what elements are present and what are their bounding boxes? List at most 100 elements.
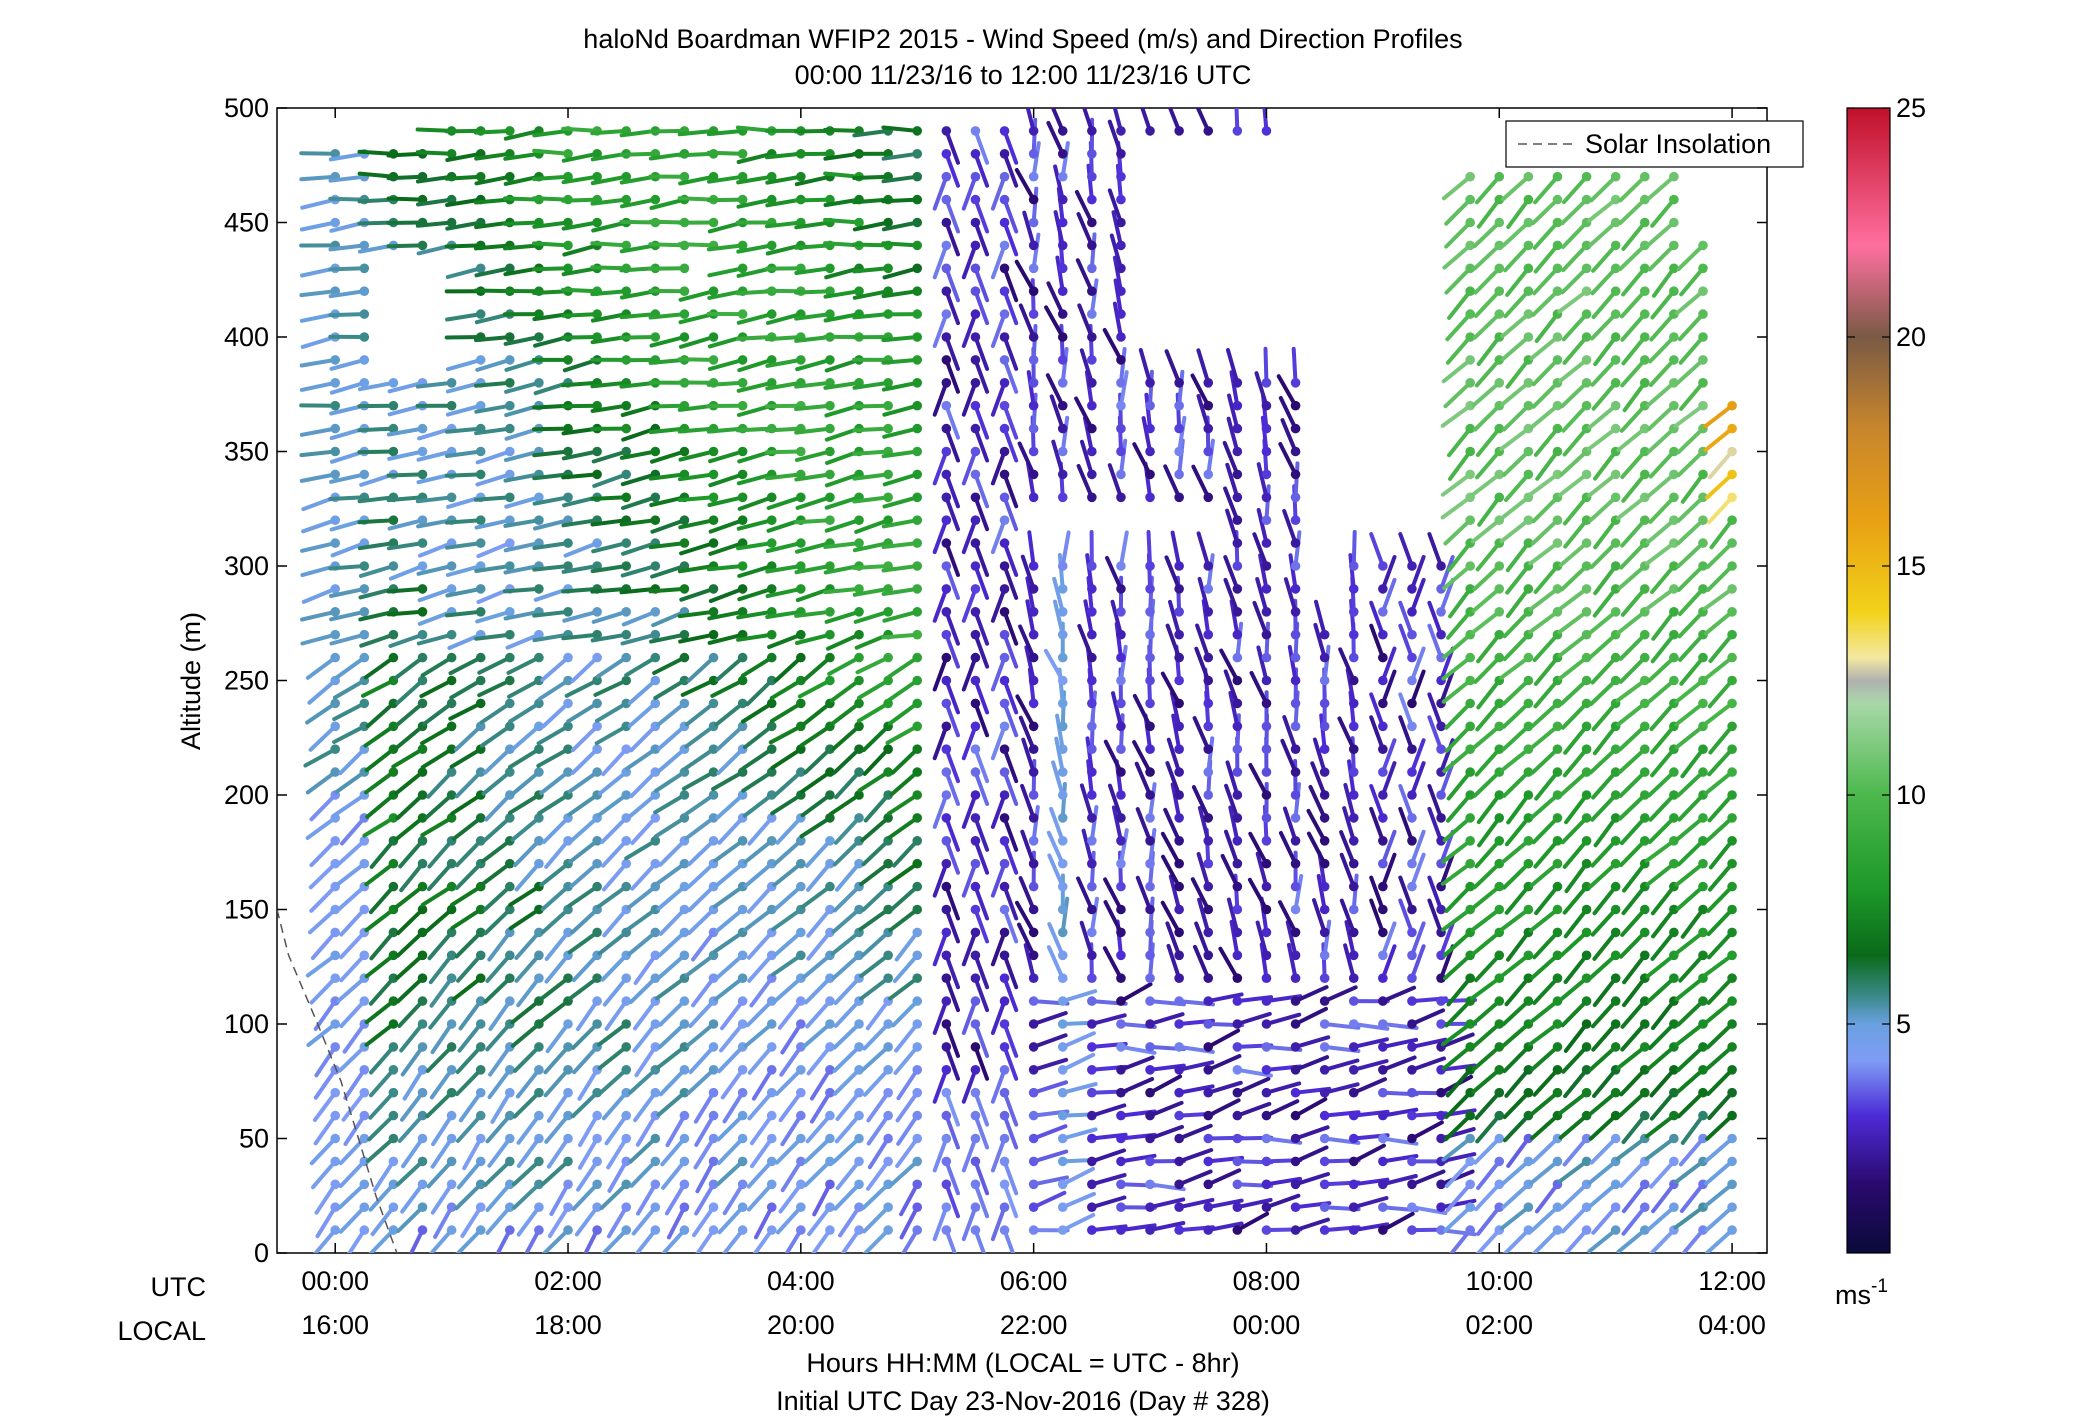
wind-barb-dot	[1174, 584, 1184, 594]
wind-barb-dot	[1407, 858, 1417, 869]
wind-barb-stem	[1561, 403, 1589, 433]
wind-barb-stem	[450, 793, 483, 816]
wind-barb-stem	[1560, 266, 1589, 295]
wind-barb-stem	[485, 1205, 512, 1235]
wind-barb-dot	[708, 1065, 719, 1075]
wind-barb-stem	[1002, 541, 1019, 577]
wind-barb-dot	[825, 629, 835, 640]
wind-barb-stem	[1369, 898, 1385, 935]
wind-barb-dot	[912, 1065, 923, 1075]
wind-barb-stem	[1351, 1143, 1386, 1164]
wind-barb-dot	[999, 721, 1010, 732]
wind-barb-stem	[398, 838, 425, 869]
wind-barb-dot	[1523, 675, 1534, 686]
wind-barb-dot	[941, 675, 952, 686]
wind-barb-dot	[912, 1087, 923, 1098]
wind-barb-dot	[1290, 973, 1301, 983]
wind-barb-dot	[1610, 1179, 1621, 1190]
wind-barb-stem	[1590, 999, 1618, 1029]
wind-barb-stem	[894, 1022, 920, 1053]
wind-barb-stem	[542, 815, 571, 844]
wind-barb-stem	[396, 1205, 425, 1233]
wind-barb-stem	[490, 1090, 512, 1124]
wind-barb-dot	[825, 515, 835, 525]
wind-barb-stem	[1620, 999, 1647, 1029]
wind-barb-stem	[1339, 830, 1356, 866]
wind-barb-dot	[766, 538, 777, 548]
wind-barb-dot	[1465, 561, 1475, 571]
wind-barb-stem	[1023, 943, 1036, 981]
wind-barb-dot	[1494, 1087, 1505, 1098]
wind-barb-stem	[590, 403, 629, 413]
wind-barb-stem	[624, 655, 658, 678]
wind-barb-dot	[970, 858, 981, 869]
wind-barb-dot	[359, 1110, 370, 1121]
wind-barb-dot	[475, 1133, 486, 1144]
wind-barb-dot	[1087, 217, 1097, 228]
wind-barb-dot	[1581, 309, 1592, 319]
wind-barb-dot	[912, 790, 923, 800]
wind-barb-dot	[1523, 538, 1534, 548]
wind-barb-dot	[446, 721, 457, 732]
wind-barb-stem	[1558, 1113, 1589, 1140]
wind-barb-dot	[1465, 171, 1475, 182]
wind-barb-dot	[417, 240, 428, 251]
wind-barb-stem	[1060, 782, 1067, 820]
wind-barb-dot	[1610, 836, 1621, 846]
wind-barb-dot	[941, 1065, 952, 1075]
wind-barb-stem	[1160, 671, 1182, 706]
wind-barb-dot	[999, 767, 1010, 777]
wind-barb-dot	[1348, 607, 1359, 617]
wind-barb-stem	[299, 220, 338, 232]
wind-barb-stem	[1644, 1113, 1676, 1139]
wind-barb-dot	[1290, 767, 1301, 777]
wind-barb-stem	[653, 815, 687, 839]
wind-barb-stem	[1278, 900, 1298, 935]
wind-barb-dot	[970, 836, 981, 846]
wind-barb-dot	[766, 950, 777, 961]
wind-barb-dot	[1610, 927, 1621, 938]
wind-barb-stem	[1171, 713, 1182, 752]
wind-barb-dot	[1494, 263, 1505, 274]
wind-barb-dot	[1116, 126, 1126, 136]
wind-barb-dot	[1669, 1065, 1679, 1075]
wind-barb-dot	[970, 652, 981, 663]
wind-barb-dot	[505, 1133, 515, 1144]
wind-barb-dot	[505, 675, 515, 686]
wind-barb-stem	[536, 724, 571, 746]
wind-barb-dot	[505, 378, 515, 388]
wind-barb-stem	[590, 495, 629, 501]
wind-barb-dot	[708, 1133, 719, 1144]
wind-barb-stem	[680, 678, 716, 697]
wind-barb-stem	[1380, 669, 1397, 706]
wind-barb-stem	[512, 1090, 541, 1119]
wind-barb-dot	[1028, 767, 1039, 777]
wind-barb-dot	[1581, 721, 1592, 732]
wind-barb-dot	[1581, 950, 1592, 961]
wind-barb-stem	[1264, 1081, 1302, 1095]
wind-barb-dot	[388, 446, 399, 457]
wind-barb-dot	[1028, 309, 1039, 319]
wind-barb-stem	[1501, 724, 1531, 752]
y-tick-label: 200	[224, 780, 269, 810]
wind-barb-stem	[693, 1090, 716, 1124]
wind-barb-dot	[621, 286, 632, 297]
wind-barb-dot	[737, 675, 748, 686]
wind-barb-dot	[1698, 836, 1708, 846]
wind-barb-dot	[330, 607, 341, 617]
wind-barb-dot	[1581, 1042, 1592, 1052]
wind-barb-stem	[654, 770, 687, 793]
wind-barb-dot	[912, 171, 923, 182]
wind-barb-stem	[944, 678, 960, 715]
wind-barb-stem	[973, 289, 990, 326]
wind-barb-dot	[941, 904, 952, 915]
wind-barb-dot	[446, 813, 457, 823]
wind-barb-dot	[1407, 1087, 1417, 1098]
wind-barb-stem	[1506, 1136, 1531, 1168]
wind-barb-stem	[514, 861, 541, 892]
wind-barb-stem	[1168, 599, 1182, 637]
wind-barb-stem	[1398, 623, 1414, 660]
wind-barb-dot	[1174, 1065, 1184, 1075]
wind-barb-dot	[1319, 950, 1330, 961]
wind-barb-stem	[973, 1090, 990, 1127]
